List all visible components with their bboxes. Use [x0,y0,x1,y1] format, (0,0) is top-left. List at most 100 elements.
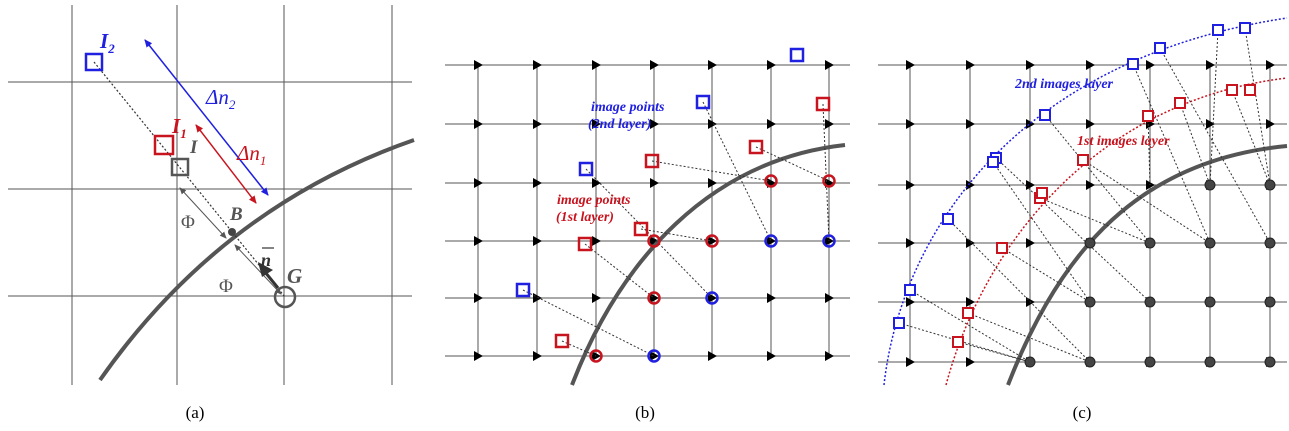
dashed-link [995,157,1151,303]
dashed-link [702,101,772,242]
dashed-link [584,243,655,299]
grid-node-marker [906,238,915,248]
ghost-point-marker [1264,296,1276,308]
grid-node-marker [650,293,659,303]
grid-node-marker [966,357,975,367]
grid-node-marker [1086,119,1095,129]
image-point-marker [789,47,805,63]
caption-b: (b) [635,403,655,422]
grid-node-marker [767,236,776,246]
grid-node-marker [1026,180,1035,190]
panel-b: image points (2nd layer) image points (1… [445,47,850,386]
grid-node-marker [1086,60,1095,70]
delta-n2-arrow [144,39,269,196]
grid-node-marker [708,119,717,129]
dashed-link [1179,102,1211,186]
ghost-point-marker [1204,296,1216,308]
phi-arrow-lower [234,244,282,295]
dashed-link [1244,27,1271,186]
ghost-point-marker [1204,179,1216,191]
ghost-point-marker [764,234,778,248]
dashed-link [1132,63,1211,244]
grid-node-marker [708,236,717,246]
grid-node-marker [825,293,834,303]
grid-node-marker [906,297,915,307]
grid-node-marker [906,60,915,70]
panel-b-links [522,101,830,357]
second-layer-image-marker [987,156,999,168]
first-layer-image-marker [962,307,974,319]
second-layer-image-marker [1212,24,1224,36]
caption-c: (c) [1072,403,1092,422]
interface-curve-a [98,138,415,382]
dashed-link [1001,247,1091,303]
grid-node-marker [708,178,717,188]
ghost-point-marker [1024,356,1036,368]
grid-node-marker [650,60,659,70]
grid-node-marker [592,293,601,303]
label-2nd-images-layer: 2nd images layer [1014,77,1114,92]
grid-node-marker [825,351,834,361]
ghost-point-marker [1084,296,1096,308]
image-point-marker [815,96,831,112]
label-i: I [189,137,198,158]
second-layer-image-marker [1127,58,1139,70]
grid-node-marker [966,297,975,307]
grid-node-marker [1146,180,1155,190]
grid-node-marker [1086,180,1095,190]
dashed-link [957,341,1031,363]
grid-node-marker [825,60,834,70]
dashed-link [909,289,1031,363]
image-point-i2-marker [84,52,104,72]
grid-node-marker [592,119,601,129]
ghost-point-marker [764,174,778,188]
panel-c: 2nd images layer 1st images layer [878,17,1288,386]
label-i1: I1 [171,114,187,141]
ghost-point-marker [822,174,836,188]
caption-a: (a) [185,403,205,422]
grid-node-marker [966,119,975,129]
label-n: n [261,250,271,270]
label-image-points-2nd: image points (2nd layer) [588,100,668,132]
ghost-point-g [273,285,297,309]
ghost-point-marker [1084,237,1096,249]
grid-node-marker [1266,60,1275,70]
ghost-point-marker [822,234,836,248]
ghost-point-marker [647,349,661,363]
boundary-point-b [228,228,236,236]
ghost-point-marker [647,291,661,305]
second-layer-image-marker [893,317,905,329]
delta-n1-arrow [195,124,257,204]
grid-node-marker [1206,119,1215,129]
grid-node-marker [708,60,717,70]
dashed-link [1082,159,1211,244]
second-layer-image-marker [904,284,916,296]
image-point-marker [644,153,660,169]
ghost-point-marker [1084,356,1096,368]
grid-node-marker [708,351,717,361]
grid-node-marker [906,180,915,190]
interface-curve-c [1006,144,1288,386]
label-b: B [229,204,243,225]
grid-node-marker [533,60,542,70]
dashed-link [1231,89,1271,186]
grid-node-marker [1026,60,1035,70]
ghost-point-marker [1264,179,1276,191]
grid-node-marker [592,60,601,70]
panel-a-grid [8,5,412,385]
grid-node-marker [592,351,601,361]
grid-node-marker [906,357,915,367]
first-layer-image-marker [1226,84,1238,96]
dashed-link [522,289,655,357]
panel-a: I2 I1 I Δn2 Δn1 B n G Φ Φ [8,5,415,385]
label-delta-n2: Δn2 [205,85,236,112]
label-phi-upper: Φ [181,212,195,233]
first-layer-image-marker [1244,84,1256,96]
label-delta-n1: Δn1 [236,141,266,168]
grid-node-marker [592,178,601,188]
dashed-link [755,146,830,182]
panel-b-points [515,47,836,363]
first-layer-image-marker [1077,154,1089,166]
second-layer-image-marker [1239,22,1251,34]
